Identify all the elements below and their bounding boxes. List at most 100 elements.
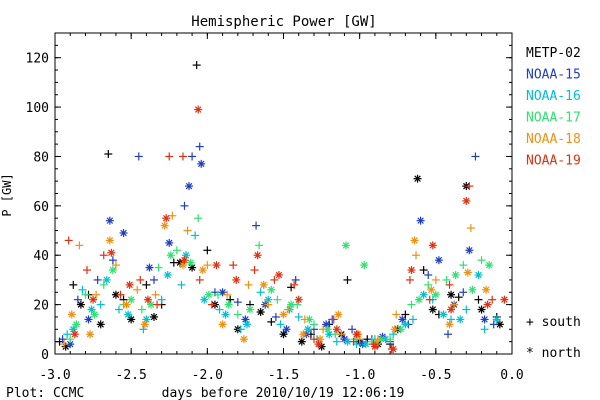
north-point <box>303 325 312 334</box>
south-point <box>108 256 117 265</box>
north-point <box>127 295 136 304</box>
south-point <box>424 270 433 279</box>
north-point <box>84 315 93 324</box>
north-point <box>287 300 296 309</box>
south-point <box>250 266 259 275</box>
south-point <box>255 241 264 250</box>
x-tick-label: -1.0 <box>344 368 375 383</box>
north-point <box>480 315 489 324</box>
south-point <box>63 330 72 339</box>
south-point <box>425 295 434 304</box>
north-point <box>407 266 416 275</box>
north-point <box>245 305 254 314</box>
south-point <box>488 295 497 304</box>
south-point <box>442 275 451 284</box>
south-point <box>116 290 125 299</box>
south-point <box>66 335 75 344</box>
north-point <box>468 285 477 294</box>
south-point <box>99 280 108 289</box>
north-point <box>294 295 303 304</box>
north-point <box>72 320 81 329</box>
south-point <box>192 61 201 70</box>
south-point <box>332 337 341 346</box>
north-point <box>242 320 251 329</box>
south-point <box>459 288 468 297</box>
north-point <box>334 310 343 319</box>
north-point <box>102 275 111 284</box>
south-point <box>142 280 151 289</box>
south-point <box>111 261 120 270</box>
north-point <box>76 300 85 309</box>
south-point <box>134 152 143 161</box>
data-points <box>55 61 509 354</box>
south-point <box>58 335 67 344</box>
south-point <box>133 285 142 294</box>
south-point <box>178 152 187 161</box>
north-point <box>194 105 203 114</box>
south-point <box>180 201 189 210</box>
south-point <box>81 290 90 299</box>
north-point <box>428 241 437 250</box>
south-point <box>207 300 216 309</box>
y-tick-label: 100 <box>26 101 49 116</box>
south-point <box>431 275 440 284</box>
south-point <box>223 290 232 299</box>
south-point <box>405 275 414 284</box>
south-point <box>309 335 318 344</box>
south-point <box>188 152 197 161</box>
south-point <box>408 315 417 324</box>
north-point <box>96 320 105 329</box>
north-point <box>332 325 341 334</box>
north-point <box>428 305 437 314</box>
south-point <box>462 305 471 314</box>
north-point <box>482 285 491 294</box>
plot-credit: Plot: CCMC <box>6 386 84 400</box>
north-point <box>108 266 117 275</box>
south-point <box>256 288 265 297</box>
chart-title: Hemispheric Power [GW] <box>191 14 376 30</box>
north-point <box>370 342 379 351</box>
north-point <box>105 216 114 225</box>
south-point <box>150 275 159 284</box>
north-point <box>343 337 352 346</box>
north-point <box>218 320 227 329</box>
north-point <box>253 251 262 260</box>
north-point <box>282 325 291 334</box>
x-tick-label: -2.5 <box>116 368 147 383</box>
north-point <box>390 325 399 334</box>
south-point <box>137 305 146 314</box>
south-point <box>349 337 358 346</box>
south-point <box>194 214 203 223</box>
north-point <box>267 285 276 294</box>
south-point <box>309 320 318 329</box>
x-tick-label: 0.0 <box>500 368 523 383</box>
south-point <box>236 325 245 334</box>
south-point <box>294 312 303 321</box>
south-point <box>104 149 113 158</box>
south-point <box>82 266 91 275</box>
south-point <box>99 251 108 260</box>
south-point <box>69 280 78 289</box>
north-point <box>150 312 159 321</box>
north-point <box>212 261 221 270</box>
south-point <box>419 266 428 275</box>
south-point <box>445 280 454 289</box>
south-point <box>191 231 200 240</box>
north-point <box>492 315 501 324</box>
north-point <box>279 330 288 339</box>
symbol-legend: + south * north <box>526 315 581 361</box>
north-point <box>143 295 152 304</box>
north-point <box>224 300 233 309</box>
south-point <box>477 256 486 265</box>
south-point <box>136 275 145 284</box>
north-point <box>462 196 471 205</box>
x-axis-label: days before 2010/10/19 12:06:19 <box>162 386 405 400</box>
south-point <box>154 263 163 272</box>
north-point <box>483 300 492 309</box>
symbol-legend-entry: + south <box>526 315 581 330</box>
north-point <box>166 251 175 260</box>
north-point <box>413 174 422 183</box>
south-point <box>444 330 453 339</box>
legend: METP-02 NOAA-15 NOAA-16 NOAA-17 NOAA-18 NOAA-… <box>526 46 581 169</box>
